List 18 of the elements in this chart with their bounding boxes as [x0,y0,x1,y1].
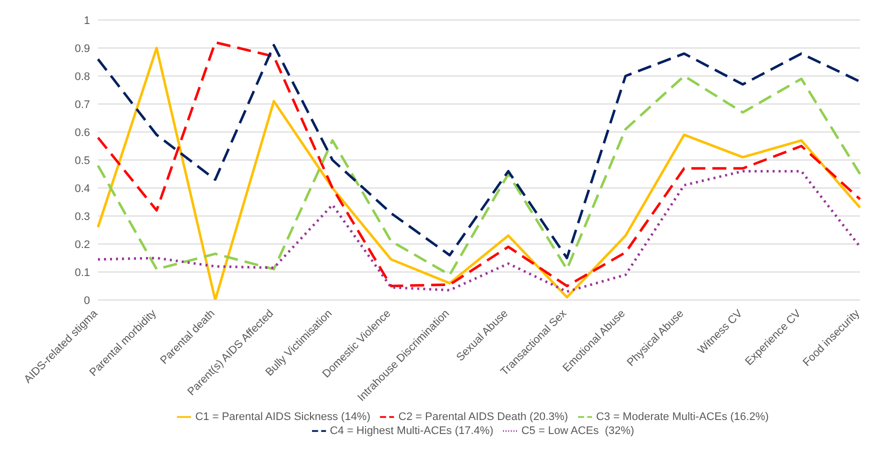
y-tick-label: 0 [84,294,90,307]
line-series [96,74,862,276]
y-tick-label: 0.9 [74,42,90,55]
y-tick-label: 0.6 [74,126,90,139]
y-tick-label: 0.4 [74,182,90,195]
legend-label: C5 = Low ACEs (32%) [521,424,634,437]
y-tick-label: 0.2 [74,238,90,251]
y-tick-label: 0.3 [74,210,90,223]
y-tick-label: 0.7 [74,98,90,111]
legend-label: C1 = Parental AIDS Sickness (14%) [195,410,370,423]
legend-label: C3 = Moderate Multi-ACEs (16.2%) [596,410,769,423]
y-tick-label: 1 [84,14,90,27]
line-series [96,170,862,293]
legend-label: C4 = Highest Multi-ACEs (17.4%) [330,424,494,437]
y-tick-label: 0.5 [74,154,90,167]
y-tick-label: 0.8 [74,70,90,83]
legend-label: C2 = Parental AIDS Death (20.3%) [398,410,568,423]
y-tick-label: 0.1 [74,266,90,279]
